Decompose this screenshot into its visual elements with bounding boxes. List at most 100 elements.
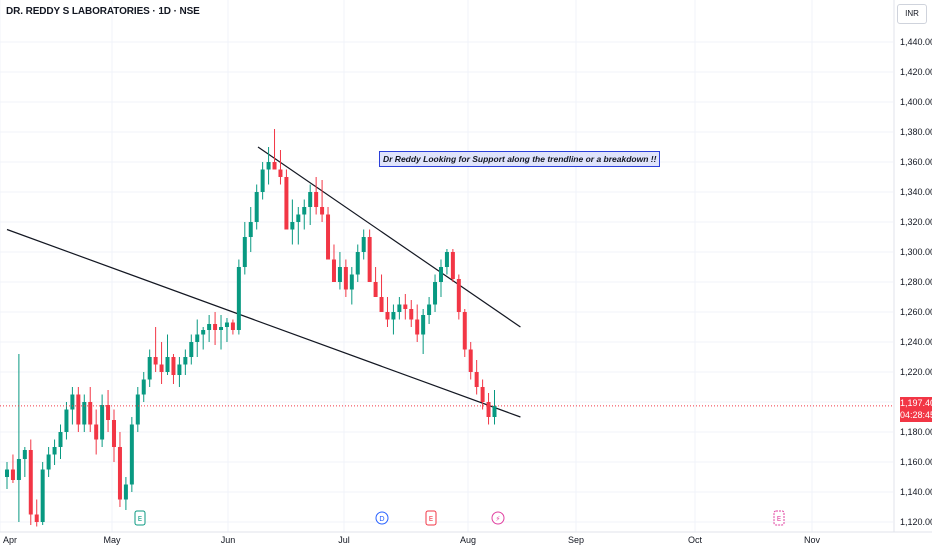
y-tick-label: 1,220.00 xyxy=(900,367,932,377)
candle-body xyxy=(248,222,253,237)
candle xyxy=(129,417,134,492)
event-badge[interactable] xyxy=(491,511,505,525)
candle xyxy=(123,477,128,510)
candle xyxy=(58,424,63,459)
candle xyxy=(260,162,265,200)
candle xyxy=(409,300,414,327)
candle-body xyxy=(88,402,93,425)
event-marker-earnings-future[interactable]: E xyxy=(773,510,785,526)
event-marker-earnings[interactable]: E xyxy=(134,510,146,526)
candle-body xyxy=(337,267,342,282)
event-marker-dividend[interactable]: D xyxy=(375,511,389,525)
x-tick-label: Jun xyxy=(221,535,236,545)
candle xyxy=(207,315,212,342)
candle xyxy=(272,129,277,170)
candle-body xyxy=(367,237,372,282)
y-tick-label: 1,280.00 xyxy=(900,277,932,287)
candle-body xyxy=(444,252,449,267)
candle xyxy=(28,439,33,525)
candle-body xyxy=(373,282,378,297)
candle-body xyxy=(207,324,212,330)
candle-body xyxy=(438,267,443,282)
candle-body xyxy=(141,379,146,395)
candle-body xyxy=(236,267,241,330)
candle-body xyxy=(183,357,188,365)
event-label: E xyxy=(429,515,433,523)
candle xyxy=(213,312,218,345)
candle-body xyxy=(94,424,99,440)
candle xyxy=(219,315,224,350)
candle-body xyxy=(10,469,15,480)
candle xyxy=(391,304,396,335)
candle-body xyxy=(302,207,307,215)
symbol-title[interactable]: DR. REDDY S LABORATORIES · 1D · NSE xyxy=(6,6,200,17)
y-tick-label: 1,160.00 xyxy=(900,457,932,467)
candle xyxy=(296,207,301,245)
candle-body xyxy=(349,274,354,290)
y-tick-label: 1,140.00 xyxy=(900,487,932,497)
candle xyxy=(480,379,485,410)
trendlines[interactable] xyxy=(6,146,521,418)
candle-body xyxy=(177,364,182,375)
candle-body xyxy=(290,222,295,230)
candle-body xyxy=(123,484,128,500)
candle xyxy=(112,409,117,462)
candle xyxy=(379,274,384,312)
candle xyxy=(135,387,140,432)
candle xyxy=(427,297,432,324)
candle xyxy=(444,249,449,275)
candle-body xyxy=(52,447,57,455)
y-tick-label: 1,120.00 xyxy=(900,517,932,527)
y-tick-label: 1,240.00 xyxy=(900,337,932,347)
candle xyxy=(242,222,247,275)
bar-countdown: 04:28:45 xyxy=(900,410,932,420)
event-badge[interactable] xyxy=(425,510,437,526)
candle xyxy=(450,249,455,282)
event-marker-split[interactable]: ⚡ xyxy=(491,511,505,525)
candle xyxy=(248,207,253,252)
event-badge[interactable] xyxy=(773,510,785,526)
currency-button[interactable]: INR xyxy=(897,4,927,24)
x-tick-label: Apr xyxy=(3,535,17,545)
candle-body xyxy=(254,192,259,222)
candle-body xyxy=(456,279,461,312)
trendline[interactable] xyxy=(6,228,521,418)
y-tick-label: 1,400.00 xyxy=(900,97,932,107)
candle xyxy=(421,309,426,354)
x-tick-label: Sep xyxy=(568,535,584,545)
price-axis[interactable]: 1,440.00 1,420.00 1,400.00 1,380.00 1,360.00… xyxy=(893,0,932,532)
candle-body xyxy=(153,357,158,365)
candle-body xyxy=(480,387,485,402)
candle xyxy=(100,394,105,447)
x-tick-label: Oct xyxy=(688,535,703,545)
candle-body xyxy=(100,405,105,440)
candle xyxy=(462,309,467,357)
y-tick-label: 1,260.00 xyxy=(900,307,932,317)
candle xyxy=(230,319,235,335)
candle-body xyxy=(314,192,319,207)
candle-body xyxy=(421,315,426,335)
time-axis[interactable]: Apr May Jun Jul Aug Sep Oct Nov xyxy=(0,531,932,545)
x-tick-label: Jul xyxy=(338,535,350,545)
event-badge[interactable] xyxy=(375,511,389,525)
y-tick-label: 1,320.00 xyxy=(900,217,932,227)
candlesticks xyxy=(5,129,497,527)
event-badge[interactable] xyxy=(134,510,146,526)
candle xyxy=(367,229,372,282)
event-markers[interactable]: E D E ⚡ E xyxy=(134,510,785,526)
annotation-text[interactable]: Dr Reddy Looking for Support along the t… xyxy=(379,151,661,167)
candle-body xyxy=(391,312,396,320)
candle-body xyxy=(16,459,21,480)
candle-body xyxy=(219,327,224,330)
candle xyxy=(236,259,241,335)
event-marker-earnings[interactable]: E xyxy=(425,510,437,526)
candle-body xyxy=(46,454,51,470)
candle xyxy=(40,462,45,525)
candle xyxy=(456,274,461,320)
candle xyxy=(94,409,99,455)
trendline[interactable] xyxy=(257,146,521,328)
candle-body xyxy=(224,322,229,327)
candle-body xyxy=(106,405,111,420)
candle-body xyxy=(450,252,455,279)
